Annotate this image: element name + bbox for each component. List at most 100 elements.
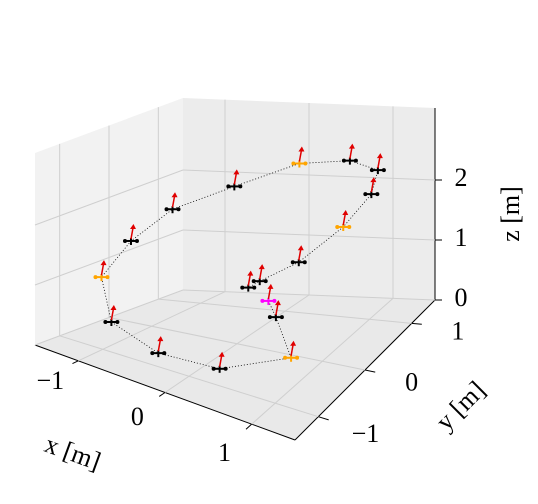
drone-rotor bbox=[252, 285, 257, 290]
drone bbox=[240, 270, 257, 292]
drone bbox=[150, 336, 167, 358]
drone-rotor bbox=[251, 279, 256, 284]
heading bbox=[247, 274, 252, 286]
grid-line bbox=[182, 169, 436, 181]
drone-rotor bbox=[267, 315, 272, 320]
heading-head bbox=[290, 340, 297, 346]
y-tick-label: 1 bbox=[451, 316, 464, 345]
drone bbox=[93, 260, 110, 282]
drone-rotor bbox=[103, 320, 108, 324]
y-tick bbox=[318, 416, 329, 421]
drone-rotor bbox=[291, 161, 296, 166]
z-tick-label: 2 bbox=[455, 163, 468, 192]
drone bbox=[341, 143, 358, 165]
drone bbox=[251, 264, 268, 286]
heading bbox=[218, 355, 223, 367]
drone-rotor bbox=[162, 351, 167, 356]
heading bbox=[171, 196, 176, 208]
grid-line bbox=[34, 229, 184, 286]
drone bbox=[369, 153, 386, 175]
floor-pane bbox=[35, 290, 435, 440]
drone bbox=[291, 146, 308, 168]
drone-rotor bbox=[347, 224, 352, 229]
x-tick-label: −1 bbox=[36, 366, 64, 395]
grid-line bbox=[158, 298, 412, 324]
y-axis-label: y [m] bbox=[430, 375, 491, 436]
heading bbox=[377, 156, 381, 169]
heading-head bbox=[376, 153, 383, 159]
drone-rotor bbox=[164, 207, 169, 212]
y-tick-label: 0 bbox=[405, 368, 418, 397]
x-tick bbox=[72, 360, 79, 365]
heading bbox=[157, 339, 162, 352]
heading-head bbox=[157, 336, 164, 342]
heading bbox=[233, 173, 238, 185]
x-tick-label: 1 bbox=[218, 438, 231, 467]
heading bbox=[130, 227, 134, 240]
drone bbox=[122, 223, 139, 245]
drone-rotor bbox=[223, 366, 228, 371]
drone-rotor bbox=[240, 285, 245, 290]
y-tick-label: −1 bbox=[352, 419, 380, 448]
drone-rotor bbox=[341, 158, 346, 163]
grid-line bbox=[182, 229, 436, 241]
grid-line bbox=[182, 289, 436, 301]
drone-rotor bbox=[176, 207, 181, 212]
heading bbox=[258, 268, 263, 280]
drone-rotor bbox=[272, 298, 277, 303]
x-tick-label: 0 bbox=[131, 402, 144, 431]
heading-head bbox=[348, 143, 355, 149]
heading bbox=[267, 287, 272, 300]
drone-rotor bbox=[211, 366, 216, 371]
drone-rotor bbox=[226, 184, 231, 189]
drone-rotor bbox=[303, 161, 308, 166]
drone-rotor bbox=[263, 279, 268, 284]
grid-line bbox=[59, 335, 319, 418]
heading bbox=[298, 249, 302, 261]
heading-head bbox=[370, 177, 377, 183]
heading bbox=[342, 213, 346, 226]
heading bbox=[298, 150, 303, 162]
heading-head bbox=[258, 264, 265, 270]
drone bbox=[290, 245, 307, 267]
drone-rotor bbox=[134, 238, 139, 243]
heading bbox=[110, 308, 115, 321]
heading bbox=[275, 303, 279, 316]
drone-rotor bbox=[302, 260, 307, 265]
grid-line bbox=[34, 289, 184, 346]
drone bbox=[164, 192, 181, 214]
heading-head bbox=[171, 192, 178, 198]
z-tick-label: 1 bbox=[455, 223, 468, 252]
heading-head bbox=[267, 283, 274, 289]
drone-rotor bbox=[295, 355, 300, 360]
trajectory bbox=[101, 160, 379, 370]
drone-rotor bbox=[283, 355, 288, 360]
drone bbox=[103, 305, 120, 326]
x-tick bbox=[245, 423, 252, 430]
heading-head bbox=[297, 245, 304, 251]
heading-head bbox=[247, 270, 254, 276]
drone-rotor bbox=[115, 320, 120, 324]
drone-rotor bbox=[279, 315, 284, 320]
z-axis-label: z [m] bbox=[496, 186, 525, 242]
grid-line bbox=[108, 317, 366, 371]
drone-rotor bbox=[375, 192, 380, 197]
drone-rotor bbox=[290, 260, 295, 265]
drone-rotor bbox=[363, 192, 368, 197]
drone bbox=[335, 209, 352, 231]
heading-head bbox=[129, 223, 136, 229]
heading-head bbox=[110, 305, 117, 310]
drone bbox=[211, 351, 228, 373]
heading bbox=[370, 180, 375, 193]
drone-rotor bbox=[105, 275, 110, 280]
heading-head bbox=[274, 300, 281, 306]
heading-head bbox=[233, 169, 240, 175]
drone-rotor bbox=[122, 238, 127, 243]
drone-rotor bbox=[369, 168, 374, 173]
drone-rotor bbox=[353, 158, 358, 163]
drone-rotor bbox=[381, 168, 386, 173]
drone-rotor bbox=[238, 184, 243, 189]
heading-head bbox=[298, 146, 305, 152]
heading bbox=[290, 344, 294, 356]
